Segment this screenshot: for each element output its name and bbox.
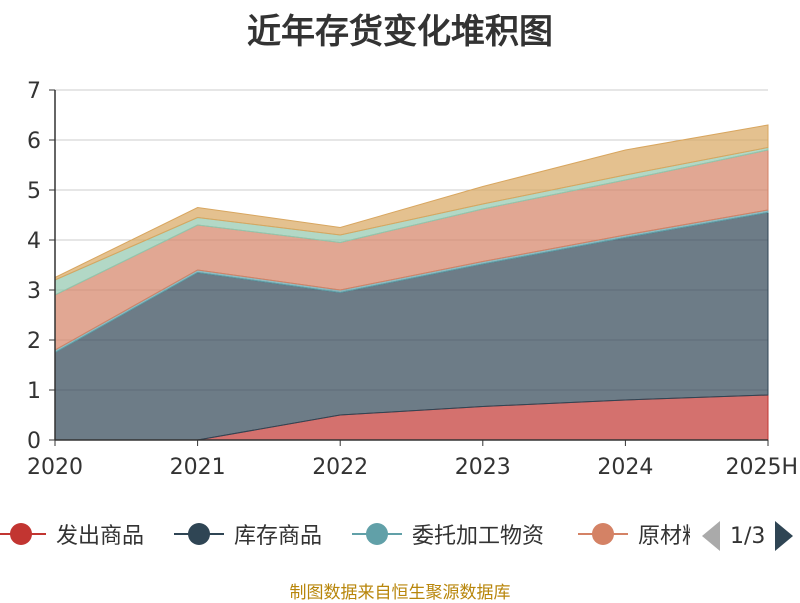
legend-label: 发出商品: [56, 524, 145, 549]
y-tick-label: 7: [27, 79, 41, 104]
x-tick-label: 2021: [170, 455, 226, 480]
pager-prev-icon[interactable]: [702, 521, 720, 551]
y-tick-label: 6: [27, 129, 41, 154]
stacked-area-chart: 0 1 2 3 4 5 6 7 2020 2021 2022 2023 2024 2025H: [27, 79, 798, 480]
x-tick-label: 2022: [312, 455, 368, 480]
x-tick-label: 2023: [455, 455, 511, 480]
legend-item[interactable]: 委托加工物资: [352, 512, 544, 556]
y-tick-label: 3: [27, 279, 41, 304]
axes: 0 1 2 3 4 5 6 7 2020 2021 2022 2023 2024 2025H: [27, 79, 798, 480]
x-tick-label: 2024: [597, 455, 653, 480]
y-tick-label: 0: [27, 429, 41, 454]
legend-item[interactable]: 原材料: [578, 512, 690, 556]
legend-label: 委托加工物资: [412, 524, 545, 549]
y-tick-label: 4: [27, 229, 41, 254]
y-tick-label: 5: [27, 179, 41, 204]
legend-pager: 1/3: [698, 516, 800, 556]
legend-swatch: [352, 512, 402, 556]
legend-item[interactable]: 库存商品: [174, 512, 322, 556]
x-tick-label: 2025H: [725, 455, 798, 480]
x-tick-label: 2020: [27, 455, 83, 480]
legend-label: 库存商品: [234, 524, 323, 549]
y-tick-label: 2: [27, 329, 41, 354]
legend-swatch: [578, 512, 628, 556]
pager-page-text: 1/3: [730, 523, 766, 549]
legend-item[interactable]: 发出商品: [0, 512, 144, 556]
area-series-5: [54, 124, 769, 281]
pager-next-icon[interactable]: [775, 521, 794, 551]
chart-title: 近年存货变化堆积图: [247, 12, 553, 52]
legend-swatch: [174, 512, 224, 556]
legend-swatch: [0, 512, 46, 556]
legend: 发出商品 库存商品 委托加工物资 原材料: [0, 512, 690, 556]
source-note: 制图数据来自恒生聚源数据库: [289, 583, 511, 603]
y-tick-label: 1: [27, 379, 41, 404]
legend-label: 原材料: [638, 524, 690, 549]
area-series: [54, 124, 769, 441]
